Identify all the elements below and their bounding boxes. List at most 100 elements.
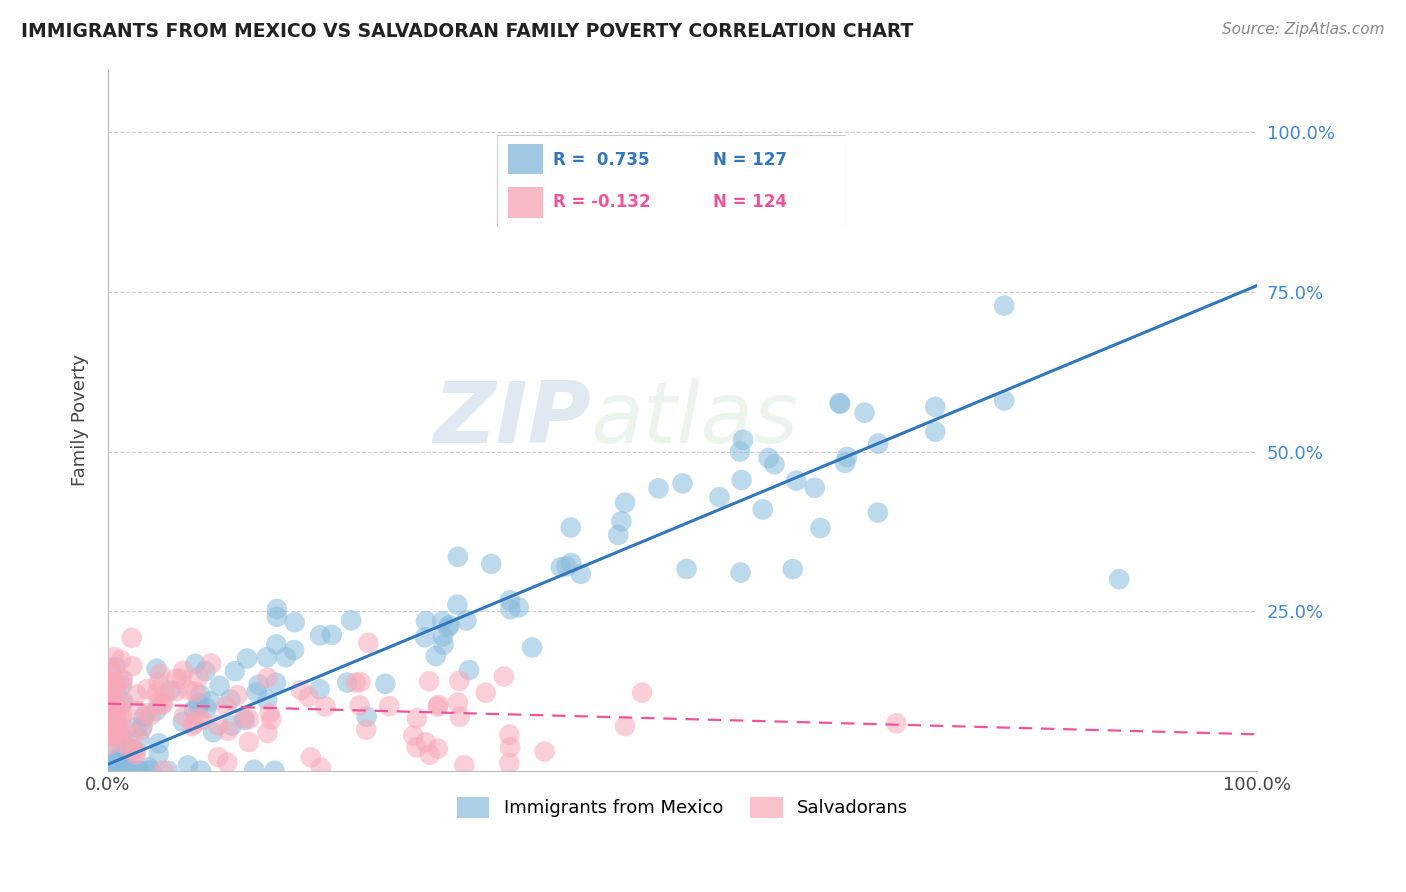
Point: [187, 670, 209, 684]
Point: [98, 663, 121, 677]
Point: [256, 726, 278, 740]
Point: [97, 707, 120, 722]
Point: [758, 450, 780, 465]
Point: [98, 714, 121, 728]
Point: [456, 614, 478, 628]
Point: [98, 690, 121, 705]
Point: [607, 528, 630, 542]
Point: [177, 758, 200, 772]
Point: [247, 678, 270, 692]
Point: [139, 708, 162, 723]
Text: Source: ZipAtlas.com: Source: ZipAtlas.com: [1222, 22, 1385, 37]
Point: [105, 721, 128, 735]
Point: [110, 730, 132, 744]
Point: [135, 706, 157, 721]
Point: [349, 698, 371, 713]
Text: N = 127: N = 127: [713, 151, 787, 169]
Point: [165, 672, 187, 686]
Point: [111, 678, 134, 692]
Point: [1108, 572, 1130, 586]
Point: [187, 700, 209, 714]
Point: [560, 556, 582, 570]
Point: [415, 735, 437, 749]
Point: [114, 743, 136, 757]
Point: [432, 629, 454, 643]
Point: [259, 706, 281, 720]
Point: [190, 713, 212, 727]
Point: [97, 675, 120, 690]
Point: [184, 685, 207, 699]
Point: [446, 598, 468, 612]
Point: [217, 756, 239, 770]
Point: [405, 740, 427, 755]
Point: [614, 495, 637, 509]
Point: [439, 618, 461, 632]
Point: [150, 698, 173, 712]
Point: [194, 664, 217, 678]
Point: [107, 750, 129, 764]
Point: [238, 712, 260, 726]
Point: [103, 764, 125, 778]
Point: [803, 481, 825, 495]
Point: [733, 433, 755, 447]
Point: [427, 741, 450, 756]
Point: [145, 662, 167, 676]
Point: [834, 456, 856, 470]
Point: [730, 473, 752, 487]
Point: [550, 560, 572, 574]
Point: [246, 685, 269, 699]
Point: [283, 643, 305, 657]
Point: [110, 653, 132, 667]
Point: [97, 690, 120, 704]
Point: [357, 636, 380, 650]
Point: [105, 724, 128, 739]
Point: [97, 676, 120, 690]
Point: [124, 747, 146, 762]
Point: [172, 664, 194, 678]
Point: [413, 630, 436, 644]
Point: [297, 690, 319, 704]
FancyBboxPatch shape: [498, 135, 846, 227]
Point: [256, 671, 278, 685]
Point: [432, 638, 454, 652]
Point: [104, 660, 127, 674]
Point: [260, 713, 283, 727]
Point: [224, 664, 246, 678]
Point: [437, 620, 460, 634]
Point: [105, 712, 128, 726]
Point: [100, 712, 122, 726]
Point: [97, 702, 120, 716]
Point: [100, 677, 122, 691]
Point: [97, 687, 120, 701]
Point: [121, 659, 143, 673]
Point: [533, 745, 555, 759]
Point: [499, 740, 522, 755]
Point: [378, 699, 401, 714]
Point: [243, 763, 266, 777]
Point: [98, 688, 121, 702]
Point: [215, 699, 238, 714]
Point: [808, 521, 831, 535]
Point: [188, 696, 211, 710]
Point: [177, 683, 200, 698]
Point: [131, 719, 153, 733]
Point: [226, 689, 249, 703]
Text: atlas: atlas: [591, 378, 799, 461]
Point: [418, 674, 440, 689]
Point: [117, 764, 139, 778]
Point: [449, 710, 471, 724]
Point: [105, 681, 128, 695]
Point: [153, 686, 176, 700]
Point: [886, 716, 908, 731]
Bar: [508, 144, 543, 174]
Point: [374, 677, 396, 691]
Point: [104, 755, 127, 769]
Point: [110, 711, 132, 725]
Point: [236, 651, 259, 665]
Point: [675, 562, 697, 576]
Point: [449, 673, 471, 688]
Point: [299, 750, 322, 764]
Point: [290, 683, 312, 698]
Point: [432, 615, 454, 629]
Point: [256, 693, 278, 707]
